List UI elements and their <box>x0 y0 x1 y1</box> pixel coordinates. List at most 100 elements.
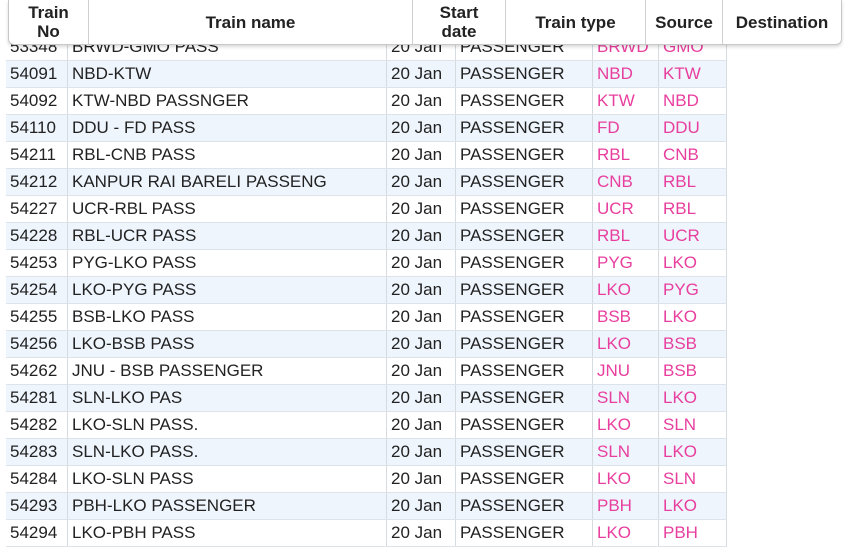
table-cell: JNU <box>593 358 659 384</box>
table-row: 54282 LKO-SLN PASS. 20 Jan PASSENGER LKO SLN <box>6 412 727 439</box>
table-cell: KTW-NBD PASSNGER <box>68 88 387 114</box>
table-cell: NBD <box>659 88 727 114</box>
table-cell: PASSENGER <box>456 493 593 519</box>
table-cell: KTW <box>593 88 659 114</box>
table-cell: PASSENGER <box>456 196 593 222</box>
table-cell: BSB <box>659 358 727 384</box>
column-header: Train type <box>506 0 646 44</box>
table-cell: LKO-SLN PASS <box>68 466 387 492</box>
table-cell: PASSENGER <box>456 520 593 546</box>
table-row: 54256 LKO-BSB PASS 20 Jan PASSENGER LKO BSB <box>6 331 727 358</box>
table-cell: 20 Jan <box>387 304 456 330</box>
table-cell: PYG <box>593 250 659 276</box>
table-cell: SLN-LKO PASS. <box>68 439 387 465</box>
table-cell: LKO-BSB PASS <box>68 331 387 357</box>
table-cell: SLN <box>593 439 659 465</box>
table-cell: LKO <box>593 277 659 303</box>
table-row: 54262 JNU - BSB PASSENGER 20 Jan PASSENGER J… <box>6 358 727 385</box>
table-cell: PASSENGER <box>456 358 593 384</box>
table-row: 54283 SLN-LKO PASS. 20 Jan PASSENGER SLN LKO <box>6 439 727 466</box>
table-cell: KTW <box>659 61 727 87</box>
table-cell: PASSENGER <box>456 385 593 411</box>
table-cell: PASSENGER <box>456 466 593 492</box>
table-row: 54091 NBD-KTW 20 Jan PASSENGER NBD KTW <box>6 61 727 88</box>
table-cell: RBL <box>659 196 727 222</box>
table-cell: PYG <box>659 277 727 303</box>
table-row: 54253 PYG-LKO PASS 20 Jan PASSENGER PYG LKO <box>6 250 727 277</box>
table-cell: 20 Jan <box>387 493 456 519</box>
table-cell: 54294 <box>6 520 68 546</box>
table-cell: 20 Jan <box>387 385 456 411</box>
table-cell: FD <box>593 115 659 141</box>
table-cell: 20 Jan <box>387 466 456 492</box>
table-row: 54227 UCR-RBL PASS 20 Jan PASSENGER UCR RBL <box>6 196 727 223</box>
table-cell: 20 Jan <box>387 115 456 141</box>
table-cell: UCR-RBL PASS <box>68 196 387 222</box>
table-cell: RBL <box>593 223 659 249</box>
table-row: 54281 SLN-LKO PAS 20 Jan PASSENGER SLN LKO <box>6 385 727 412</box>
table-cell: RBL-UCR PASS <box>68 223 387 249</box>
table-cell: PASSENGER <box>456 223 593 249</box>
table-cell: LKO <box>659 250 727 276</box>
table-row: 54294 LKO-PBH PASS 20 Jan PASSENGER LKO PBH <box>6 520 727 547</box>
table-cell: 54254 <box>6 277 68 303</box>
table-cell: RBL-CNB PASS <box>68 142 387 168</box>
table-cell: 20 Jan <box>387 196 456 222</box>
table-cell: BSB <box>593 304 659 330</box>
table-cell: 54282 <box>6 412 68 438</box>
table-cell: 54293 <box>6 493 68 519</box>
table-cell: SLN <box>659 412 727 438</box>
table-cell: 20 Jan <box>387 61 456 87</box>
table-cell: PBH-LKO PASSENGER <box>68 493 387 519</box>
table-cell: 20 Jan <box>387 88 456 114</box>
table-row: 54110 DDU - FD PASS 20 Jan PASSENGER FD DDU <box>6 115 727 142</box>
table-cell: RBL <box>593 142 659 168</box>
table-cell: 54256 <box>6 331 68 357</box>
table-row: 54293 PBH-LKO PASSENGER 20 Jan PASSENGER PBH… <box>6 493 727 520</box>
table-cell: LKO <box>659 385 727 411</box>
table-cell: 20 Jan <box>387 277 456 303</box>
table-cell: NBD-KTW <box>68 61 387 87</box>
table-body: 53348 BRWD-GMO PASS 20 Jan PASSENGER BRWD GMO… <box>6 0 728 550</box>
column-header: Start date <box>413 0 506 44</box>
table-cell: 54262 <box>6 358 68 384</box>
table-cell: LKO <box>659 439 727 465</box>
column-header: Train name <box>89 0 413 44</box>
table-cell: 54284 <box>6 466 68 492</box>
table-cell: 20 Jan <box>387 520 456 546</box>
table-cell: JNU - BSB PASSENGER <box>68 358 387 384</box>
table-cell: PBH <box>659 520 727 546</box>
table-cell: 20 Jan <box>387 142 456 168</box>
table-cell: DDU <box>659 115 727 141</box>
table-cell: PASSENGER <box>456 169 593 195</box>
table-cell: PASSENGER <box>456 250 593 276</box>
table-cell: DDU - FD PASS <box>68 115 387 141</box>
table-cell: LKO <box>593 466 659 492</box>
table-cell: 20 Jan <box>387 439 456 465</box>
table-cell: NBD <box>593 61 659 87</box>
table-cell: 20 Jan <box>387 358 456 384</box>
table-cell: LKO <box>593 412 659 438</box>
table-cell: LKO-SLN PASS. <box>68 412 387 438</box>
table-cell: LKO-PBH PASS <box>68 520 387 546</box>
table-cell: 54253 <box>6 250 68 276</box>
table-cell: PASSENGER <box>456 439 593 465</box>
table-cell: PASSENGER <box>456 412 593 438</box>
table-cell: CNB <box>659 142 727 168</box>
table-cell: PASSENGER <box>456 331 593 357</box>
table-cell: PASSENGER <box>456 88 593 114</box>
table-cell: CNB <box>593 169 659 195</box>
table-cell: LKO <box>593 331 659 357</box>
table-cell: LKO <box>659 493 727 519</box>
table-cell: PASSENGER <box>456 115 593 141</box>
table-cell: SLN <box>659 466 727 492</box>
table-cell: 54110 <box>6 115 68 141</box>
table-row: 54255 BSB-LKO PASS 20 Jan PASSENGER BSB LKO <box>6 304 727 331</box>
table-cell: LKO-PYG PASS <box>68 277 387 303</box>
table-cell: 54092 <box>6 88 68 114</box>
table-row: 54092 KTW-NBD PASSNGER 20 Jan PASSENGER KTW N… <box>6 88 727 115</box>
table-cell: SLN <box>593 385 659 411</box>
table-cell: PASSENGER <box>456 277 593 303</box>
table-cell: 20 Jan <box>387 223 456 249</box>
